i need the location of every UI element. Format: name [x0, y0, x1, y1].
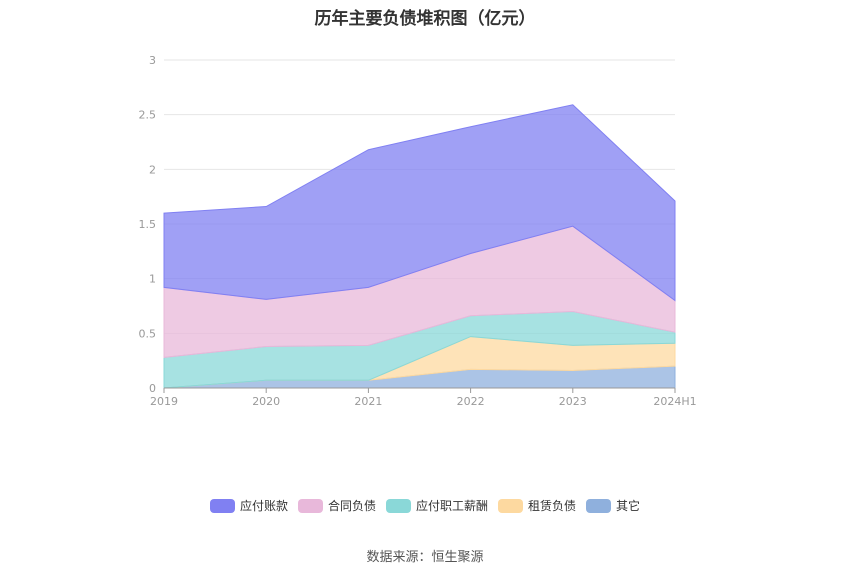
- y-tick-label: 1.5: [139, 218, 157, 231]
- area-series-4: [163, 104, 676, 302]
- axes: 0 0.5 1 1.5 2 2.5 3 2019 2020 2021 2022 2023 2024H1: [139, 54, 697, 408]
- area-series: [163, 104, 676, 389]
- x-tick-label: 2023: [559, 395, 587, 408]
- legend-swatch: [586, 498, 612, 513]
- legend: 应付账款 合同负债 应付职工薪酬 租赁负债 其它: [0, 497, 850, 514]
- legend-label: 应付账款: [239, 499, 288, 513]
- y-tick-label: 2: [149, 163, 156, 176]
- legend-swatch: [498, 498, 523, 513]
- chart-title: 历年主要负债堆积图（亿元）: [314, 9, 536, 29]
- legend-label: 合同负债: [327, 499, 376, 513]
- y-tick-label: 0: [149, 382, 156, 395]
- legend-item[interactable]: 合同负债: [297, 497, 376, 514]
- x-tick-label: 2019: [150, 395, 178, 408]
- legend-swatch: [209, 498, 235, 513]
- x-tick-label: 2021: [354, 395, 382, 408]
- legend-label: 其它: [616, 499, 641, 513]
- legend-label: 租赁负债: [528, 499, 577, 513]
- data-source: 数据来源：恒生聚源: [366, 550, 484, 565]
- y-tick-label: 0.5: [139, 327, 157, 340]
- y-tick-label: 3: [149, 54, 156, 67]
- x-tick-label: 2022: [457, 395, 485, 408]
- legend-label: 应付职工薪酬: [415, 499, 488, 513]
- x-tick-label: 2020: [252, 395, 280, 408]
- legend-item[interactable]: 其它: [586, 497, 640, 514]
- y-tick-label: 1: [149, 273, 156, 286]
- y-tick-label: 2.5: [139, 109, 157, 122]
- legend-item[interactable]: 应付账款: [209, 497, 288, 514]
- legend-item[interactable]: 租赁负债: [498, 497, 576, 514]
- x-tick-label: 2024H1: [653, 395, 696, 408]
- legend-swatch: [297, 498, 323, 513]
- legend-item[interactable]: 应付职工薪酬: [385, 497, 488, 514]
- legend-swatch: [385, 498, 411, 513]
